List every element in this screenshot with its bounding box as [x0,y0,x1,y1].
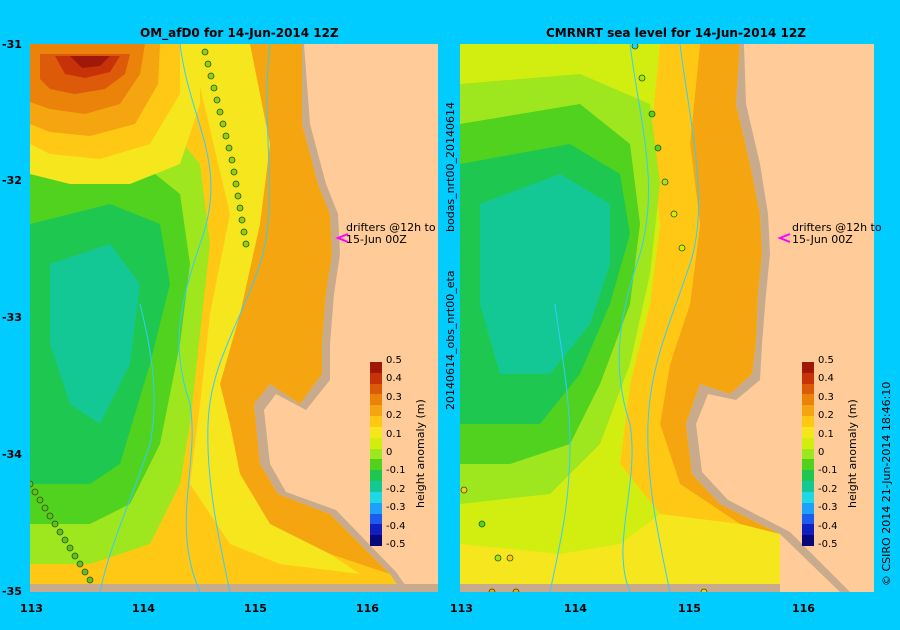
colorbar-swatch [370,459,382,471]
colorbar-tick-label: 0.5 [386,355,402,366]
colorbar-tick-label: -0.4 [818,520,838,532]
left-colorbar-label: height anomaly (m) [414,399,427,508]
colorbar-tick-label: -0.4 [386,520,406,532]
copyright-timestamp: © CSIRO 2014 21-Jun-2014 18:46:10 [880,381,893,586]
colorbar-tick-label: -0.3 [386,502,406,514]
source-label-bottom: 20140614_obs_nrt00_eta [444,270,457,410]
right-colorbar-label: height anomaly (m) [846,399,859,508]
right-annotation-arrow [777,233,791,243]
colorbar-swatch [802,405,814,417]
colorbar-swatch [802,470,814,482]
colorbar-swatch [802,491,814,504]
colorbar-swatch [370,383,382,395]
lat-tick-label: -35 [2,585,22,598]
colorbar-tick-label: 0.3 [818,391,834,403]
colorbar-tick-label: -0.1 [386,465,406,477]
colorbar-swatch [370,394,382,406]
right-colorbar-ticks: 0.5 0.4 0.3 0.2 0.1 0 -0.1 -0.2 -0.3 -0.4 -0.5 [818,355,842,553]
colorbar-swatch [802,524,814,536]
colorbar-swatch [370,481,382,493]
colorbar-swatch [370,362,382,374]
colorbar-swatch [370,502,382,515]
lon-tick-label: 114 [564,602,587,615]
colorbar-tick-label: 0.3 [386,391,402,403]
lat-tick-label: -33 [2,311,22,324]
lon-tick-label: 113 [20,602,43,615]
left-map [30,44,438,592]
colorbar-swatch [370,535,382,547]
colorbar-tick-label: -0.2 [818,483,838,495]
colorbar-tick-label: -0.5 [386,539,406,550]
colorbar-swatch [802,437,814,450]
lon-tick-label: 115 [244,602,267,615]
colorbar-swatch [802,383,814,395]
colorbar-swatch [370,437,382,450]
right-map [460,44,874,592]
colorbar-swatch [802,502,814,515]
left-colorbar [370,362,382,547]
left-colorbar-ticks: 0.5 0.4 0.3 0.2 0.1 0 -0.1 -0.2 -0.3 -0.4 -0.5 [386,355,410,553]
lon-tick-label: 113 [450,602,473,615]
source-label-top: bodas_nrt00_20140614 [444,102,457,232]
right-annotation: drifters @12h to 15-Jun 00Z [792,221,882,246]
colorbar-tick-label: -0.2 [386,483,406,495]
colorbar-tick-label: 0.4 [818,373,834,385]
colorbar-swatch [802,416,814,428]
colorbar-tick-label: 0.1 [818,428,834,440]
colorbar-swatch [370,513,382,525]
colorbar-swatch [370,372,382,385]
colorbar-swatch [802,448,814,460]
colorbar-swatch [370,491,382,504]
lat-tick-label: -32 [2,174,22,187]
colorbar-tick-label: -0.1 [818,465,838,477]
colorbar-swatch [370,405,382,417]
right-panel-title: CMRNRT sea level for 14-Jun-2014 12Z [546,26,806,40]
lat-tick-label: -34 [2,448,22,461]
colorbar-swatch [802,372,814,385]
colorbar-tick-label: 0 [818,447,825,458]
left-annotation: drifters @12h to 15-Jun 00Z [346,221,436,246]
colorbar-swatch [802,535,814,547]
colorbar-swatch [802,362,814,374]
colorbar-tick-label: -0.5 [818,539,838,550]
colorbar-swatch [370,426,382,439]
colorbar-swatch [802,459,814,471]
colorbar-swatch [370,524,382,536]
lat-tick-label: -31 [2,38,22,51]
colorbar-swatch [370,448,382,460]
colorbar-tick-label: 0.5 [818,355,834,366]
colorbar-swatch [370,416,382,428]
colorbar-tick-label: -0.3 [818,502,838,514]
colorbar-tick-label: 0.1 [386,428,402,440]
colorbar-swatch [802,426,814,439]
colorbar-tick-label: 0.4 [386,373,402,385]
colorbar-tick-label: 0 [386,447,393,458]
colorbar-swatch [802,481,814,493]
colorbar-swatch [802,394,814,406]
lon-tick-label: 116 [356,602,379,615]
left-panel-title: OM_afD0 for 14-Jun-2014 12Z [140,26,339,40]
lon-tick-label: 114 [132,602,155,615]
colorbar-swatch [370,470,382,482]
colorbar-tick-label: 0.2 [818,410,834,422]
colorbar-swatch [802,513,814,525]
colorbar-tick-label: 0.2 [386,410,402,422]
lon-tick-label: 115 [678,602,701,615]
left-annotation-arrow [335,233,349,243]
right-colorbar [802,362,814,547]
lon-tick-label: 116 [792,602,815,615]
